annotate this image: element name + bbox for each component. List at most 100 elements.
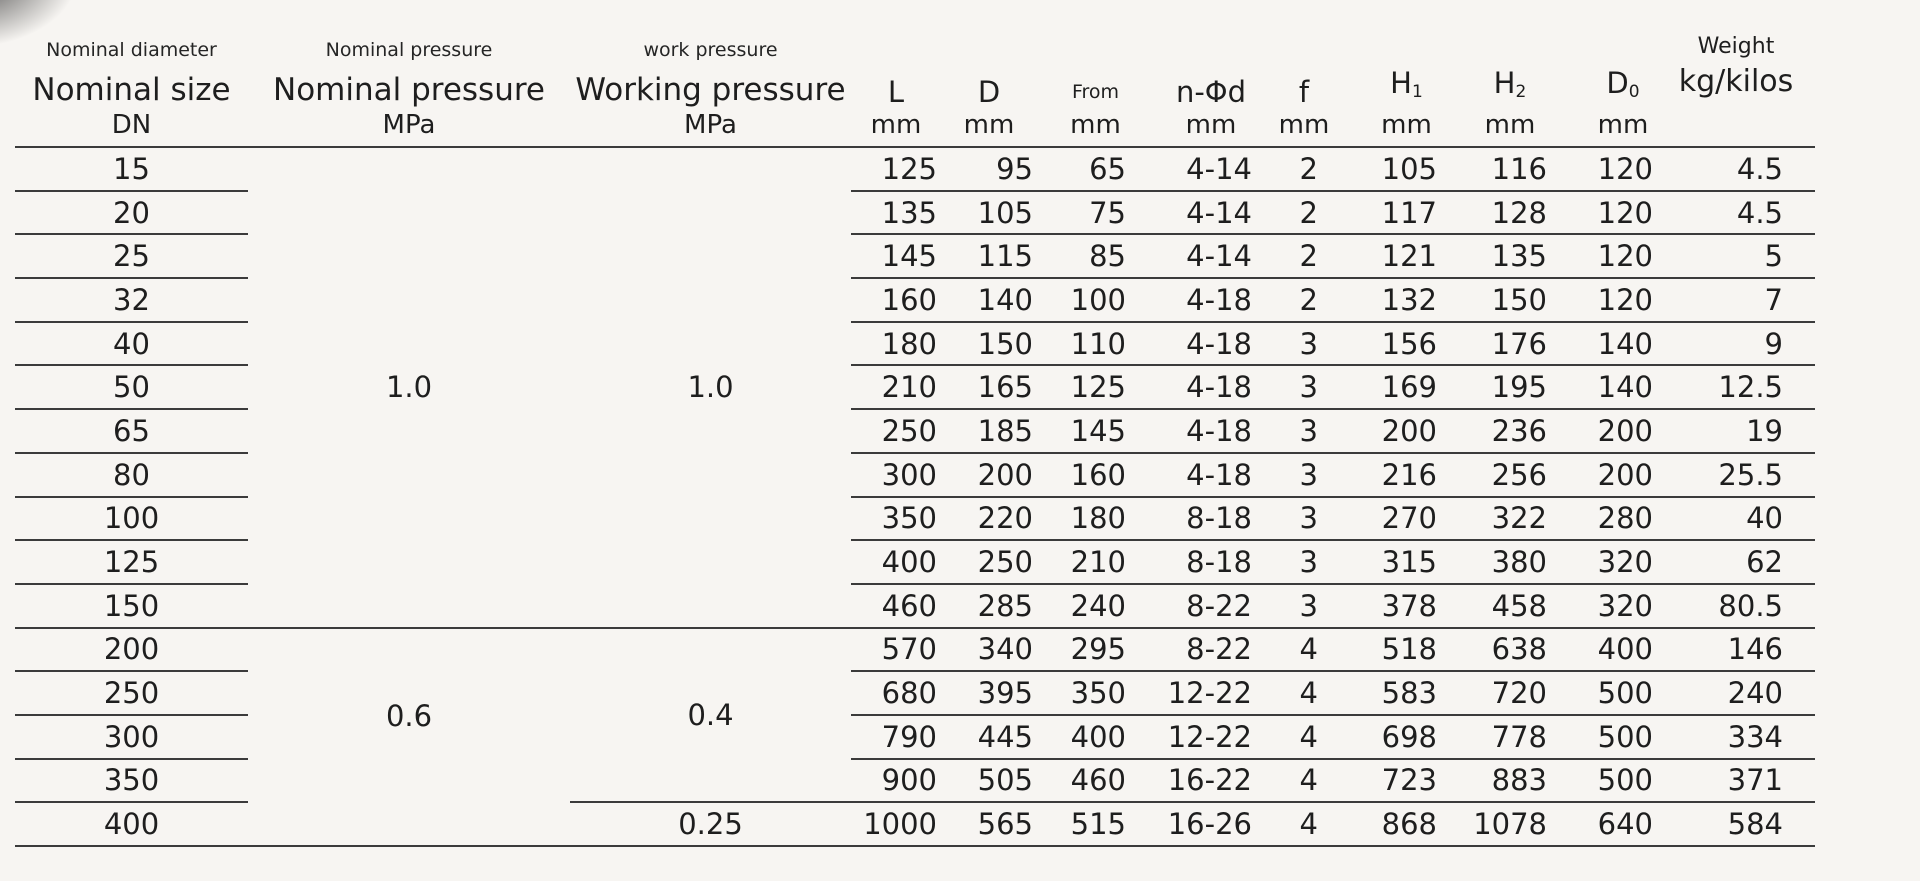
n-phi-d-cell: 8-22 — [1130, 583, 1256, 629]
weight-cell: 240 — [1657, 671, 1815, 716]
f-cell: 3 — [1256, 540, 1322, 585]
weight-label: Weight — [1697, 34, 1775, 59]
header-nominal-pressure: Nominal pressure Nominal pressure MPa — [248, 0, 570, 148]
dim-letter: D0 — [1606, 66, 1640, 102]
table-row: 25 145 115 85 4-14 2 121 135 120 5 — [15, 234, 1815, 280]
dn-cell: 400 — [15, 802, 248, 847]
d0-cell: 120 — [1551, 278, 1657, 323]
d-cell: 95 — [941, 147, 1037, 192]
h1-cell: 132 — [1322, 278, 1441, 323]
d0-cell: 120 — [1551, 147, 1657, 192]
from-cell: 295 — [1037, 627, 1130, 673]
weight-cell: 584 — [1657, 802, 1815, 847]
dn-cell: 40 — [15, 321, 248, 367]
dn-cell: 125 — [15, 540, 248, 585]
h1-cell: 518 — [1322, 627, 1441, 673]
h2-cell: 638 — [1441, 627, 1551, 673]
h1-cell: 270 — [1322, 496, 1441, 542]
from-cell: 75 — [1037, 190, 1130, 236]
dim-letter: H2 — [1493, 66, 1527, 102]
nominal-pressure-label: Nominal pressure — [273, 72, 545, 108]
weight-cell: 40 — [1657, 496, 1815, 542]
d-cell: 115 — [941, 234, 1037, 280]
h2-cell: 150 — [1441, 278, 1551, 323]
f-cell: 3 — [1256, 321, 1322, 367]
nominal-pressure-unit: MPa — [382, 110, 436, 140]
table-row: 80 300 200 160 4-18 3 216 256 200 25.5 — [15, 452, 1815, 498]
dim-unit: mm — [1484, 110, 1536, 140]
table-header: Nominal diameter Nominal size DN Nominal… — [15, 0, 1815, 148]
f-cell: 4 — [1256, 758, 1322, 804]
dim-subscript: 0 — [1628, 82, 1640, 102]
dn-cell: 50 — [15, 365, 248, 411]
l-cell: 180 — [851, 321, 941, 367]
d0-cell: 200 — [1551, 409, 1657, 454]
l-cell: 460 — [851, 583, 941, 629]
work-pressure-small-label: work pressure — [643, 39, 778, 61]
d0-cell: 320 — [1551, 583, 1657, 629]
h1-cell: 121 — [1322, 234, 1441, 280]
f-cell: 3 — [1256, 365, 1322, 411]
nominal-pressure-cell: 1.0 — [248, 147, 570, 629]
d0-cell: 140 — [1551, 321, 1657, 367]
h2-cell: 236 — [1441, 409, 1551, 454]
from-cell: 180 — [1037, 496, 1130, 542]
table-row: 150 460 285 240 8-22 3 378 458 320 80.5 — [15, 583, 1815, 629]
from-cell: 515 — [1037, 802, 1130, 847]
f-cell: 4 — [1256, 714, 1322, 760]
dim-subscript: 2 — [1515, 82, 1527, 102]
dim-unit: mm — [870, 110, 922, 140]
weight-cell: 80.5 — [1657, 583, 1815, 629]
weight-cell: 19 — [1657, 409, 1815, 454]
table-row: 15 1.0 1.0 125 95 65 4-14 2 105 116 120 4.5 — [15, 147, 1815, 629]
table-row: 40 180 150 110 4-18 3 156 176 140 9 — [15, 321, 1815, 367]
n-phi-d-cell: 4-18 — [1130, 365, 1256, 411]
table-row: 350 900 505 460 16-22 4 723 883 500 371 — [15, 758, 1815, 804]
n-phi-d-cell: 8-18 — [1130, 496, 1256, 542]
d-cell: 250 — [941, 540, 1037, 585]
h2-cell: 458 — [1441, 583, 1551, 629]
dim-unit: mm — [1597, 110, 1649, 140]
valve-specification-table: Nominal diameter Nominal size DN Nominal… — [15, 0, 1815, 848]
d-cell: 565 — [941, 802, 1037, 847]
d0-cell: 500 — [1551, 671, 1657, 716]
d-cell: 140 — [941, 278, 1037, 323]
h1-cell: 200 — [1322, 409, 1441, 454]
from-cell: 110 — [1037, 321, 1130, 367]
working-pressure-cell: 0.25 — [570, 802, 851, 847]
n-phi-d-cell: 4-18 — [1130, 278, 1256, 323]
dim-letter: n-Φd — [1175, 75, 1247, 109]
weight-cell: 371 — [1657, 758, 1815, 804]
h1-cell: 169 — [1322, 365, 1441, 411]
l-cell: 400 — [851, 540, 941, 585]
h1-cell: 105 — [1322, 147, 1441, 192]
d0-cell: 200 — [1551, 452, 1657, 498]
f-cell: 3 — [1256, 452, 1322, 498]
d0-cell: 120 — [1551, 190, 1657, 236]
table-row: 250 680 395 350 12-22 4 583 720 500 240 — [15, 671, 1815, 716]
h1-cell: 723 — [1322, 758, 1441, 804]
h2-cell: 116 — [1441, 147, 1551, 192]
from-cell: 240 — [1037, 583, 1130, 629]
l-cell: 160 — [851, 278, 941, 323]
d-cell: 105 — [941, 190, 1037, 236]
n-phi-d-cell: 8-22 — [1130, 627, 1256, 673]
dn-cell: 32 — [15, 278, 248, 323]
table-row: 100 350 220 180 8-18 3 270 322 280 40 — [15, 496, 1815, 542]
header-weight: Weight kg/kilos — [1657, 0, 1815, 148]
weight-cell: 146 — [1657, 627, 1815, 673]
f-cell: 3 — [1256, 496, 1322, 542]
d-cell: 220 — [941, 496, 1037, 542]
h2-cell: 256 — [1441, 452, 1551, 498]
n-phi-d-cell: 8-18 — [1130, 540, 1256, 585]
n-phi-d-cell: 4-18 — [1130, 452, 1256, 498]
d-cell: 505 — [941, 758, 1037, 804]
n-phi-d-cell: 4-14 — [1130, 190, 1256, 236]
d-cell: 445 — [941, 714, 1037, 760]
n-phi-d-cell: 4-14 — [1130, 234, 1256, 280]
dim-unit: mm — [1070, 110, 1121, 140]
dim-unit: mm — [1381, 110, 1432, 140]
dn-cell: 100 — [15, 496, 248, 542]
from-cell: 350 — [1037, 671, 1130, 716]
weight-unit-label: kg/kilos — [1678, 64, 1794, 99]
